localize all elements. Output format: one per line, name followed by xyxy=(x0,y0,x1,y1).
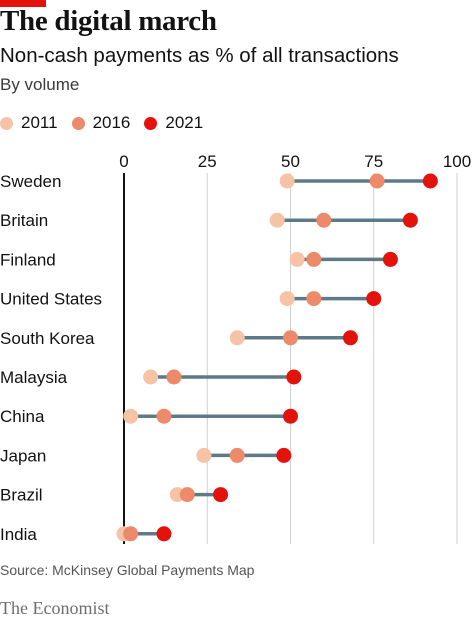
point-japan-2016 xyxy=(229,447,245,463)
point-united-states-2011 xyxy=(279,291,295,307)
dot-range-chart: 0 25 50 75 100 Sweden Britain Finland United Sta… xyxy=(0,152,471,544)
category-label-south-korea: South Korea xyxy=(0,329,95,348)
chart-subtitle: Non-cash payments as % of all transactio… xyxy=(0,44,399,67)
chart-title: The digital march xyxy=(0,5,217,37)
point-china-2011 xyxy=(123,408,139,424)
point-malaysia-2011 xyxy=(143,369,159,385)
category-label-india: India xyxy=(0,525,37,544)
point-malaysia-2016 xyxy=(166,369,182,385)
point-finland-2016 xyxy=(306,251,322,267)
point-brazil-2021 xyxy=(213,487,229,503)
x-tick-label-50: 50 xyxy=(281,152,300,171)
category-label-japan: Japan xyxy=(0,446,46,465)
x-tick-label-75: 75 xyxy=(364,152,383,171)
legend-item-2016: 2016 xyxy=(71,113,131,133)
source-note: Source: McKinsey Global Payments Map xyxy=(0,562,255,578)
x-tick-label-0: 0 xyxy=(119,152,128,171)
legend-item-2021: 2021 xyxy=(144,113,203,133)
point-brazil-2016 xyxy=(179,487,195,503)
point-united-states-2016 xyxy=(306,291,322,307)
legend-label-2011: 2011 xyxy=(21,113,58,132)
point-south-korea-2021 xyxy=(342,330,358,346)
legend-swatch-2011 xyxy=(0,116,13,130)
point-japan-2011 xyxy=(196,447,212,463)
point-britain-2011 xyxy=(269,212,285,228)
x-tick-label-100: 100 xyxy=(443,152,471,171)
point-sweden-2016 xyxy=(369,173,385,189)
chart-note: By volume xyxy=(0,75,80,94)
point-malaysia-2021 xyxy=(286,369,302,385)
point-britain-2021 xyxy=(402,212,418,228)
category-label-sweden: Sweden xyxy=(0,172,61,191)
point-south-korea-2016 xyxy=(283,330,298,346)
point-britain-2016 xyxy=(316,212,332,228)
legend-item-2011: 2011 xyxy=(0,113,58,133)
point-united-states-2021 xyxy=(366,291,382,307)
point-finland-2011 xyxy=(289,251,305,267)
legend-label-2021: 2021 xyxy=(165,113,204,132)
accent-tag xyxy=(0,0,46,7)
legend-swatch-2021 xyxy=(144,116,158,130)
point-china-2016 xyxy=(156,408,172,424)
point-india-2016 xyxy=(123,526,139,542)
point-china-2021 xyxy=(283,408,298,424)
point-sweden-2011 xyxy=(279,173,295,189)
point-japan-2021 xyxy=(276,447,292,463)
x-tick-label-25: 25 xyxy=(198,152,217,171)
point-finland-2021 xyxy=(382,251,398,267)
category-label-brazil: Brazil xyxy=(0,486,43,505)
point-sweden-2021 xyxy=(422,173,438,189)
legend-swatch-2016 xyxy=(71,116,85,130)
category-label-united-states: United States xyxy=(0,290,102,309)
brand-logo: The Economist xyxy=(0,598,110,618)
category-label-malaysia: Malaysia xyxy=(0,368,68,387)
category-label-finland: Finland xyxy=(0,250,56,269)
category-label-china: China xyxy=(0,407,45,426)
legend: 2011 2016 2021 xyxy=(0,113,217,133)
legend-label-2016: 2016 xyxy=(92,113,131,132)
category-label-britain: Britain xyxy=(0,211,48,230)
point-india-2021 xyxy=(156,526,172,542)
point-south-korea-2011 xyxy=(229,330,245,346)
